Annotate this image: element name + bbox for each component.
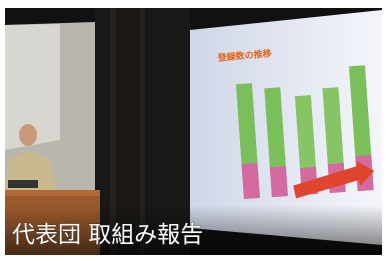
caption: 代表団 取組み報告 <box>12 222 203 248</box>
laptop <box>8 180 38 188</box>
podium-top <box>5 190 100 196</box>
speaker-head <box>19 124 37 146</box>
page: {"caption": "代表団 取組み報告", "slide": {"titl… <box>0 0 387 261</box>
photo: 登録数の推移 代表団 取組み報告 <box>0 0 387 261</box>
